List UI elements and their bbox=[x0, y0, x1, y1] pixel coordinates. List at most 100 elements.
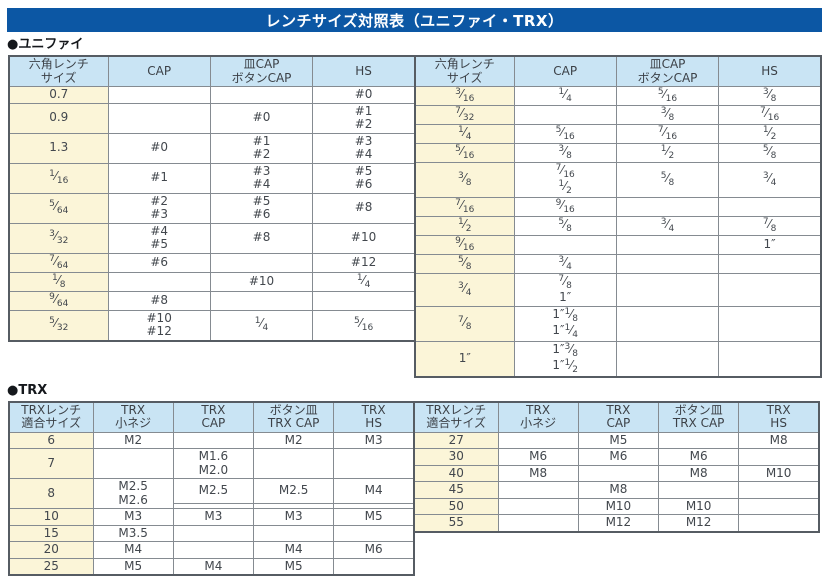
table-cell: M12 bbox=[578, 515, 658, 532]
row-header-cell: 3⁄16 bbox=[415, 87, 514, 106]
table-cell: M3.5 bbox=[93, 525, 173, 542]
table-cell: #10#12 bbox=[108, 310, 210, 341]
table-cell bbox=[334, 525, 414, 542]
row-header-cell: 5⁄16 bbox=[415, 144, 514, 163]
table-cell: M8 bbox=[498, 465, 578, 482]
table-cell: 5⁄8 bbox=[616, 163, 718, 198]
table-cell bbox=[173, 432, 253, 449]
table-cell: 1⁄4 bbox=[313, 272, 415, 291]
table-cell bbox=[108, 87, 210, 104]
table-cell bbox=[719, 198, 821, 217]
row-header-cell: 1″ bbox=[415, 341, 514, 377]
row-header-cell: 27 bbox=[414, 432, 498, 449]
table-cell: 9⁄16 bbox=[514, 198, 616, 217]
table-cell: #5#6 bbox=[313, 163, 415, 193]
table-cell: 5⁄16 bbox=[313, 310, 415, 341]
table-cell: 3⁄8 bbox=[616, 106, 718, 125]
table-cell: #1 bbox=[108, 163, 210, 193]
table-cell: M10 bbox=[739, 465, 819, 482]
row-header-cell: 10 bbox=[9, 509, 93, 526]
table-cell bbox=[578, 465, 658, 482]
table-cell: 3⁄4 bbox=[719, 163, 821, 198]
table-cell bbox=[210, 291, 312, 310]
table-cell: M6 bbox=[578, 449, 658, 466]
row-header-cell: 15 bbox=[9, 525, 93, 542]
table-cell bbox=[616, 236, 718, 255]
table-cell: M10 bbox=[659, 498, 739, 515]
table-cell: #5#6 bbox=[210, 193, 312, 223]
table-cell: M5 bbox=[254, 558, 334, 575]
table-cell bbox=[108, 272, 210, 291]
table-cell bbox=[173, 542, 253, 559]
table-cell bbox=[254, 525, 334, 542]
table-cell bbox=[616, 306, 718, 341]
table-cell: M2.5 bbox=[254, 479, 334, 504]
table-cell bbox=[739, 498, 819, 515]
table-cell: #3#4 bbox=[210, 163, 312, 193]
row-header-cell: 1⁄16 bbox=[9, 163, 108, 193]
table-cell: 5⁄16 bbox=[616, 87, 718, 106]
table-cell: #8 bbox=[210, 223, 312, 253]
column-header-cell: CAP bbox=[108, 56, 210, 87]
row-header-cell: 5⁄8 bbox=[415, 255, 514, 274]
table-cell bbox=[93, 449, 173, 479]
row-header-cell: 1⁄8 bbox=[9, 272, 108, 291]
row-header-cell: 5⁄32 bbox=[9, 310, 108, 341]
table-cell: M4 bbox=[173, 558, 253, 575]
table-cell bbox=[334, 449, 414, 479]
table-cell: M8 bbox=[659, 465, 739, 482]
row-header-cell: 50 bbox=[414, 498, 498, 515]
table-cell: M2.5 bbox=[173, 479, 253, 504]
table-cell: M4 bbox=[93, 542, 173, 559]
table-cell: M8 bbox=[578, 482, 658, 499]
table-cell bbox=[739, 515, 819, 532]
section-label-trx: ●TRX bbox=[7, 383, 829, 398]
row-header-cell: 1.3 bbox=[9, 133, 108, 163]
table-cell: #4#5 bbox=[108, 223, 210, 253]
row-header-cell: 40 bbox=[414, 465, 498, 482]
row-header-cell: 5⁄64 bbox=[9, 193, 108, 223]
table-cell bbox=[108, 103, 210, 133]
row-header-cell: 8 bbox=[9, 479, 93, 509]
table-row: 0.7#0 bbox=[9, 87, 415, 104]
table-cell: M6 bbox=[334, 542, 414, 559]
table-row: 5⁄64#2#3#5#6#8 bbox=[9, 193, 415, 223]
table-cell bbox=[498, 482, 578, 499]
table-cell bbox=[616, 255, 718, 274]
table-cell bbox=[498, 515, 578, 532]
table-cell: M2 bbox=[93, 432, 173, 449]
table-cell: #0 bbox=[108, 133, 210, 163]
section-label-unified: ●ユニファイ bbox=[7, 37, 829, 52]
table-cell: #12 bbox=[313, 253, 415, 272]
table-cell: 3⁄8 bbox=[719, 87, 821, 106]
table-row: 9⁄64#8 bbox=[9, 291, 415, 310]
table-cell: M3 bbox=[334, 432, 414, 449]
table-cell: M5 bbox=[578, 432, 658, 449]
column-header-cell: CAP bbox=[514, 56, 616, 87]
row-header-cell: 3⁄8 bbox=[415, 163, 514, 198]
